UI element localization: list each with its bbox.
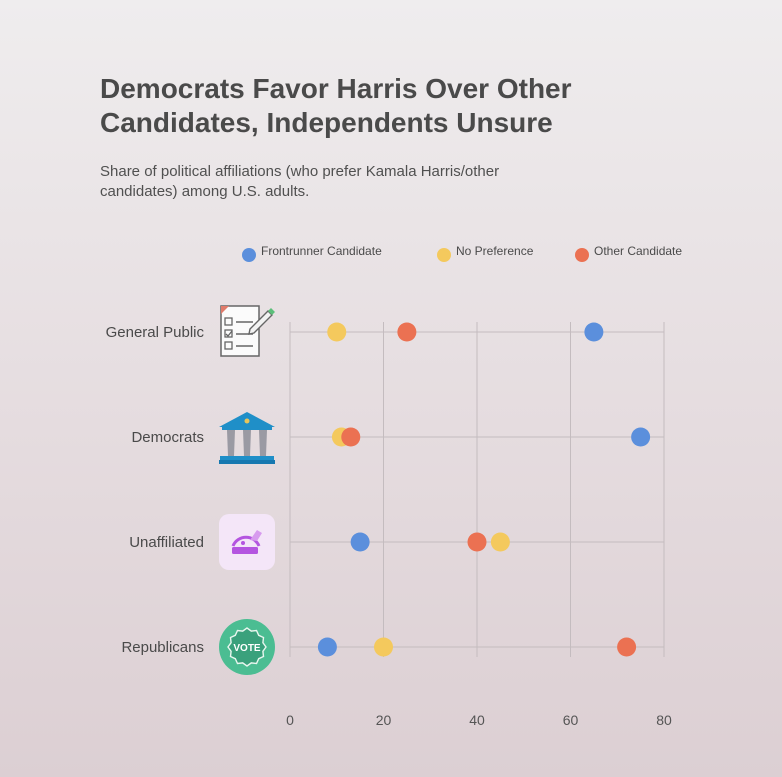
legend-marker	[242, 248, 256, 262]
legend-label: No Preference	[456, 244, 534, 258]
column	[243, 430, 251, 456]
pencil	[248, 310, 273, 335]
ballot-box	[232, 547, 258, 554]
legend-label: Frontrunner Candidate	[261, 244, 382, 258]
x-tick-label: 60	[563, 712, 579, 728]
data-point	[397, 322, 417, 342]
ballot-slot	[241, 541, 245, 545]
data-point	[490, 532, 510, 552]
x-tick-label: 40	[469, 712, 485, 728]
ballot-dome	[231, 535, 261, 547]
ballot-paper	[250, 530, 262, 541]
data-point	[631, 427, 651, 447]
checkbox	[224, 341, 233, 350]
legend-label: Other Candidate	[594, 244, 682, 258]
category-label: Democrats	[131, 429, 204, 446]
x-tick-label: 80	[656, 712, 672, 728]
category-label: Unaffiliated	[129, 534, 204, 551]
category-label: General Public	[106, 324, 205, 341]
entablature	[222, 427, 272, 430]
column	[259, 430, 267, 456]
ballot-box-icon	[219, 514, 275, 570]
pencil-eraser	[268, 308, 275, 315]
x-tick-label: 20	[376, 712, 392, 728]
data-point	[317, 637, 337, 657]
tile	[219, 514, 275, 570]
checkbox	[224, 329, 233, 338]
x-tick-label: 0	[286, 712, 294, 728]
badge-text: VOTE	[233, 643, 261, 654]
clipboard-corner	[221, 306, 229, 314]
checkmark	[225, 330, 233, 337]
badge-seal	[227, 627, 267, 667]
legend-marker	[437, 248, 451, 262]
checkbox	[224, 317, 233, 326]
data-point	[350, 532, 370, 552]
data-point	[584, 322, 604, 342]
chart-title: Democrats Favor Harris Over Other Candid…	[100, 73, 572, 138]
data-point	[341, 427, 361, 447]
category-label: Republicans	[121, 639, 204, 656]
base-step	[220, 456, 274, 460]
data-point	[374, 637, 393, 657]
column	[227, 430, 235, 456]
legend-marker	[575, 248, 589, 262]
data-point	[617, 637, 637, 657]
government-building-icon	[219, 412, 275, 464]
base-bottom	[219, 460, 275, 464]
data-point	[467, 532, 487, 552]
data-point	[327, 322, 347, 342]
roof-emblem	[244, 418, 250, 424]
chart-subtitle: Share of political affiliations (who pre…	[100, 163, 500, 200]
vote-badge-icon: VOTE	[219, 619, 275, 675]
checklist-clipboard-icon	[220, 305, 275, 357]
